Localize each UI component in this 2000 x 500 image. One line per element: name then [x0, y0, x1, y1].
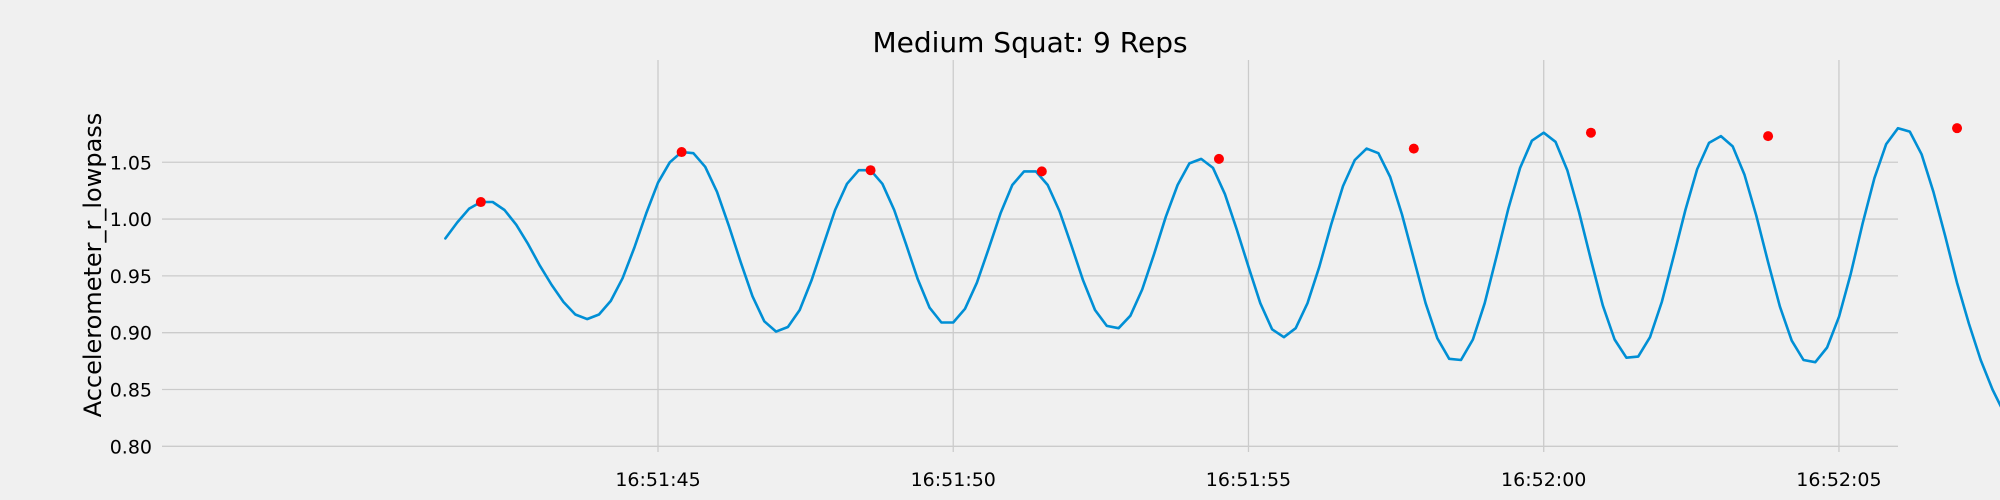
peak-marker: [1763, 131, 1774, 142]
y-gridlines: [162, 161, 1898, 447]
x-tick-labels: 16:51:45 16:51:50 16:51:55 16:52:00 16:52:05: [615, 469, 1881, 491]
x-tick-label: 16:52:05: [1796, 469, 1881, 491]
y-tick-labels: 0.80 0.85 0.90 0.95 1.00 1.05: [110, 152, 152, 458]
peak-markers: [475, 123, 1963, 208]
series-line: [444, 126, 2000, 408]
x-tick-label: 16:51:50: [911, 469, 996, 491]
peak-marker: [865, 165, 876, 176]
chart-title: Medium Squat: 9 Reps: [872, 26, 1187, 59]
y-tick-label: 0.90: [110, 323, 152, 345]
x-tick-label: 16:51:45: [615, 469, 700, 491]
peak-marker: [475, 197, 486, 208]
x-tick-label: 16:52:00: [1501, 469, 1586, 491]
y-tick-label: 0.95: [110, 266, 152, 288]
peak-marker: [676, 147, 687, 158]
peak-marker: [1213, 153, 1224, 164]
y-tick-label: 0.80: [110, 436, 152, 458]
x-tick-label: 16:51:55: [1206, 469, 1291, 491]
series-layer: [444, 126, 2000, 408]
y-tick-label: 0.85: [110, 380, 152, 402]
y-tick-label: 1.00: [110, 209, 152, 231]
peak-marker: [1952, 123, 1963, 134]
peak-marker: [1408, 143, 1419, 154]
y-axis-label: Accelerometer_r_lowpass: [79, 113, 107, 418]
x-gridlines: [657, 60, 1840, 452]
peak-marker: [1036, 166, 1047, 177]
y-tick-label: 1.05: [110, 152, 152, 174]
peak-marker: [1585, 127, 1596, 138]
